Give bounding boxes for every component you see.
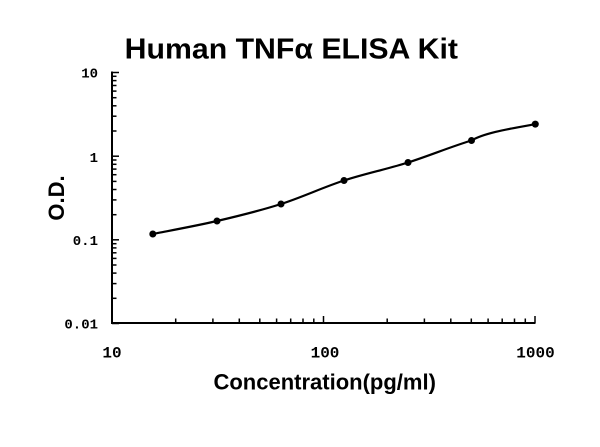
svg-text:0.01: 0.01 — [64, 318, 98, 334]
svg-text:O.D.: O.D. — [44, 175, 69, 220]
svg-text:Concentration(pg/ml): Concentration(pg/ml) — [213, 369, 435, 394]
svg-text:10: 10 — [81, 66, 98, 82]
svg-text:0.1: 0.1 — [73, 234, 98, 250]
svg-text:1000: 1000 — [516, 345, 554, 363]
svg-text:10: 10 — [102, 345, 121, 363]
svg-text:1: 1 — [90, 151, 98, 167]
svg-text:100: 100 — [311, 345, 340, 363]
svg-text:Human TNFα ELISA Kit: Human TNFα ELISA Kit — [125, 34, 459, 66]
